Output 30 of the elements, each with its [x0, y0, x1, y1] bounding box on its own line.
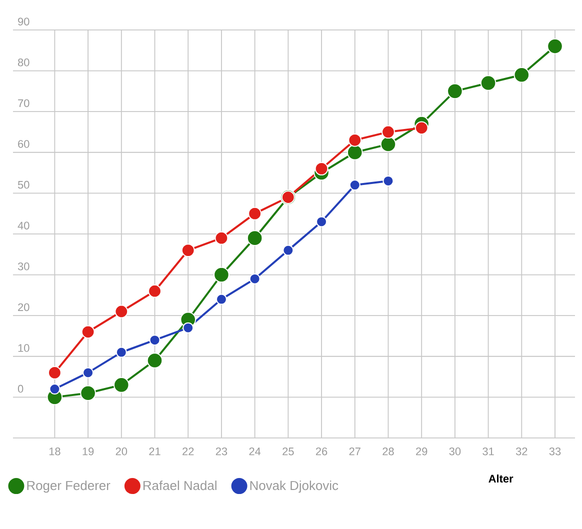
y-tick-label: 20	[18, 303, 30, 312]
y-tick-label: 70	[18, 99, 30, 108]
x-tick-label: 26	[316, 448, 328, 456]
x-tick-label: 31	[482, 448, 494, 456]
y-tick-label: 50	[18, 180, 30, 189]
x-tick-label: 21	[149, 448, 160, 456]
x-tick-label: 23	[216, 448, 228, 456]
x-tick-label: 29	[416, 448, 428, 456]
legend-label: Roger Federer	[27, 480, 110, 493]
x-tick-label: 30	[449, 448, 461, 456]
x-tick-label: 24	[249, 448, 261, 456]
x-tick-label: 27	[349, 448, 360, 456]
y-tick-label: 10	[18, 344, 30, 352]
legend-label: Novak Djokovic	[250, 480, 338, 493]
y-tick-label: 40	[18, 222, 30, 230]
x-tick-label: 19	[82, 448, 94, 456]
y-tick-label: 30	[18, 262, 30, 270]
x-tick-label: 32	[516, 448, 528, 456]
x-tick-label: 25	[282, 448, 294, 456]
legend-label: Rafael Nadal	[143, 480, 216, 490]
x-tick-label: 33	[549, 448, 561, 456]
x-tick-label: 22	[182, 448, 194, 456]
y-tick-label: 80	[18, 58, 30, 66]
x-axis-title: Alter	[488, 474, 514, 483]
y-tick-label: 0	[18, 384, 24, 393]
x-tick-label: 20	[116, 448, 128, 456]
y-tick-label: 90	[18, 18, 30, 26]
x-tick-label: 18	[49, 448, 60, 456]
y-tick-label: 60	[18, 140, 30, 148]
x-tick-label: 28	[382, 448, 394, 456]
